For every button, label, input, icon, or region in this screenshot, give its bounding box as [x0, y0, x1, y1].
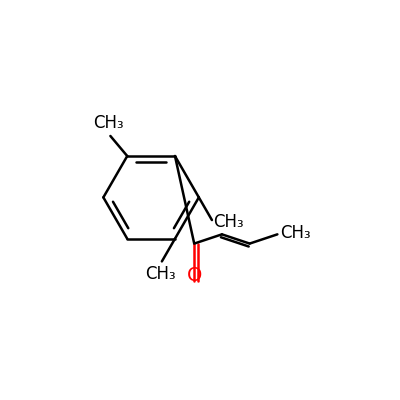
Text: CH₃: CH₃ — [214, 212, 244, 230]
Text: CH₃: CH₃ — [145, 265, 176, 283]
Text: CH₃: CH₃ — [94, 114, 124, 132]
Text: CH₃: CH₃ — [280, 224, 310, 242]
Text: O: O — [186, 266, 202, 285]
